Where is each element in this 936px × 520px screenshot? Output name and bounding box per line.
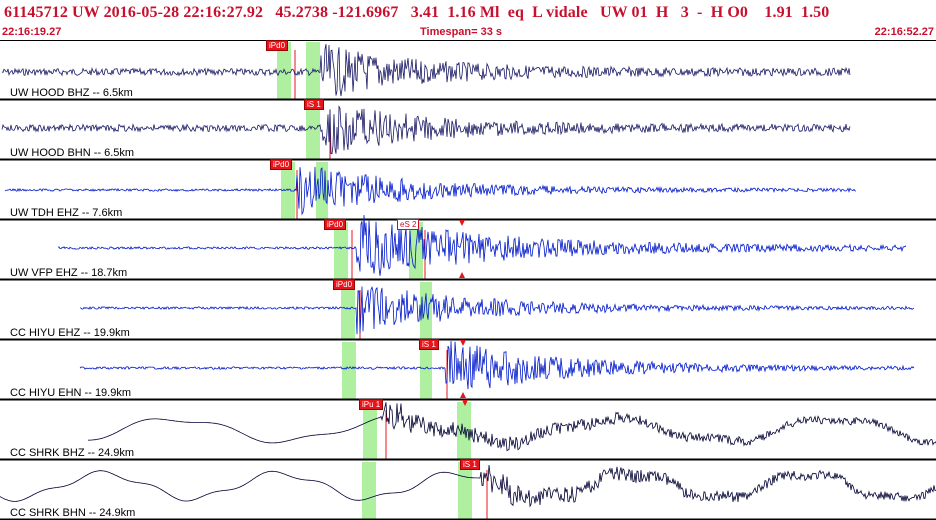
end-time-label: 22:16:52.27 (874, 26, 934, 38)
phase-window (306, 102, 320, 159)
pick-marker-hiyu-ehz[interactable]: iPd0 (333, 279, 356, 290)
triangle-down-icon (460, 340, 466, 346)
triangle-down-icon (462, 400, 468, 406)
waveform-trace (4, 166, 857, 216)
pick-marker-shrk-bhz[interactable]: iPu 1 (359, 399, 384, 410)
pick-marker-vfp-ehz[interactable]: iPd0 (324, 219, 347, 230)
waveform-canvas[interactable] (0, 40, 936, 520)
phase-window (457, 402, 471, 459)
panel-label-hood-bhz: UW HOOD BHZ -- 6.5km (10, 87, 133, 99)
waveform-trace (87, 402, 936, 452)
phase-window (420, 282, 432, 339)
panel-label-hood-bhn: UW HOOD BHN -- 6.5km (10, 147, 135, 159)
triangle-up-icon (460, 392, 466, 398)
waveform-trace (1, 105, 851, 155)
phase-window (306, 42, 320, 99)
timespan-label: Timespan= 33 s (420, 26, 503, 38)
phase-window (362, 462, 376, 519)
pick-marker-tdh-ehz[interactable]: iPd0 (270, 159, 293, 170)
phase-window (342, 342, 356, 399)
waveform-trace (79, 340, 915, 390)
waveform-trace (57, 214, 907, 276)
pick-marker-hiyu-ehn[interactable]: iS 1 (419, 339, 439, 350)
seismogram-panels[interactable]: UW HOOD BHZ -- 6.5km iPd0 UW HOOD BHN --… (0, 40, 936, 520)
phase-window (363, 402, 377, 459)
pick-marker-hood-bhn[interactable]: iS 1 (304, 99, 324, 110)
panel-label-tdh-ehz: UW TDH EHZ -- 7.6km (10, 207, 123, 219)
pick-marker-hood-bhz[interactable]: iPd0 (266, 40, 289, 51)
start-time-label: 22:16:19.27 (2, 26, 62, 38)
triangle-down-icon (459, 220, 465, 226)
panel-label-hiyu-ehz: CC HIYU EHZ -- 19.9km (10, 327, 130, 339)
waveform-trace (0, 465, 936, 508)
triangle-up-icon (459, 272, 465, 278)
panel-label-shrk-bhz: CC SHRK BHZ -- 24.9km (10, 447, 135, 459)
waveform-trace (1, 44, 851, 97)
phase-window (458, 462, 472, 519)
phase-window (341, 282, 355, 339)
pick-marker-vfp-ehz-s[interactable]: eS 2 (397, 219, 420, 230)
panel-label-hiyu-ehn: CC HIYU EHN -- 19.9km (10, 387, 132, 399)
panel-label-vfp-ehz: UW VFP EHZ -- 18.7km (10, 267, 128, 279)
event-header: 61145712 UW 2016-05-28 22:16:27.92 45.27… (0, 0, 936, 40)
pick-marker-shrk-bhn[interactable]: iS 1 (460, 459, 480, 470)
waveform-trace (79, 285, 915, 335)
event-summary-line: 61145712 UW 2016-05-28 22:16:27.92 45.27… (4, 4, 830, 21)
phase-window (420, 342, 432, 399)
phase-window (334, 222, 348, 279)
panel-label-shrk-bhn: CC SHRK BHN -- 24.9km (10, 507, 136, 519)
